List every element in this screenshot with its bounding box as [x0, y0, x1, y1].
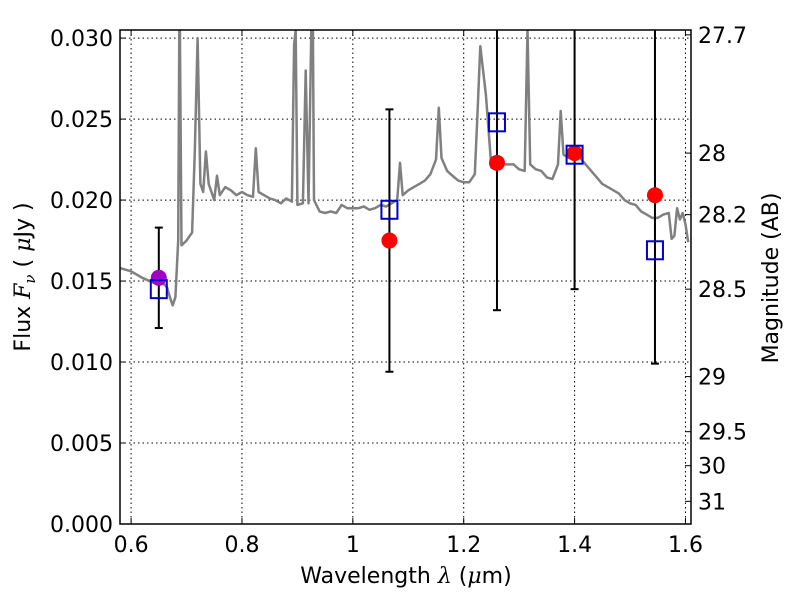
plot-frame: [119, 29, 692, 525]
model-points: [149, 112, 664, 300]
observed-photometry-point: [566, 145, 583, 162]
x-tick-label: 0.8: [224, 533, 259, 558]
y-tick-label: 0.020: [50, 189, 113, 214]
model-photometry-square: [487, 112, 506, 133]
observed-photometry-point: [646, 187, 663, 204]
model-photometry-square: [149, 279, 168, 300]
y-tick-label: 0.015: [50, 270, 113, 295]
y-tick-label: 0.025: [50, 108, 113, 133]
y2-tick-label: 28.2: [698, 204, 747, 229]
x-tick-label: 0.6: [114, 533, 149, 558]
observed-points: [150, 145, 663, 286]
model-photometry-square: [380, 199, 399, 220]
y2-tick-label: 31: [698, 490, 726, 515]
y-tick-label: 0.030: [50, 27, 113, 52]
y-tick-label: 0.000: [50, 513, 113, 538]
y2-tick-label: 29.5: [698, 421, 747, 446]
x-tick-label: 1.4: [557, 533, 592, 558]
y-tick-label: 0.010: [50, 351, 113, 376]
model-photometry-square: [565, 144, 584, 165]
y2-tick-label: 28.5: [698, 278, 747, 303]
observed-photometry-point: [488, 154, 505, 171]
observed-photometry-point: [150, 269, 167, 286]
error-bars: [154, 30, 659, 373]
y2-tick-label: 28: [698, 142, 726, 167]
y-tick-label: 0.005: [50, 432, 113, 457]
model-spectrum-line: [120, 30, 690, 307]
grid-lines: [120, 30, 691, 524]
observed-photometry-point: [381, 232, 398, 249]
y2-tick-label: 29: [698, 366, 726, 391]
model-photometry-square: [645, 240, 664, 261]
axis-ticks: 0.6 0.8 1 1.2 1.4 1.6 0.000 0.005 0.010 0.015 0.02…: [50, 24, 747, 558]
y2-tick-label: 27.7: [698, 24, 747, 49]
x-axis-label: Wavelength λ (μm): [300, 564, 511, 589]
y-axis-label: Flux Fν ( μJy ): [11, 202, 39, 351]
plot-area: [120, 30, 690, 373]
x-tick-label: 1.6: [668, 533, 703, 558]
x-tick-label: 1.2: [446, 533, 481, 558]
x-tick-label: 1: [346, 533, 360, 558]
y2-tick-label: 30: [698, 455, 726, 480]
y2-axis-label: Magnitude (AB): [759, 193, 784, 364]
